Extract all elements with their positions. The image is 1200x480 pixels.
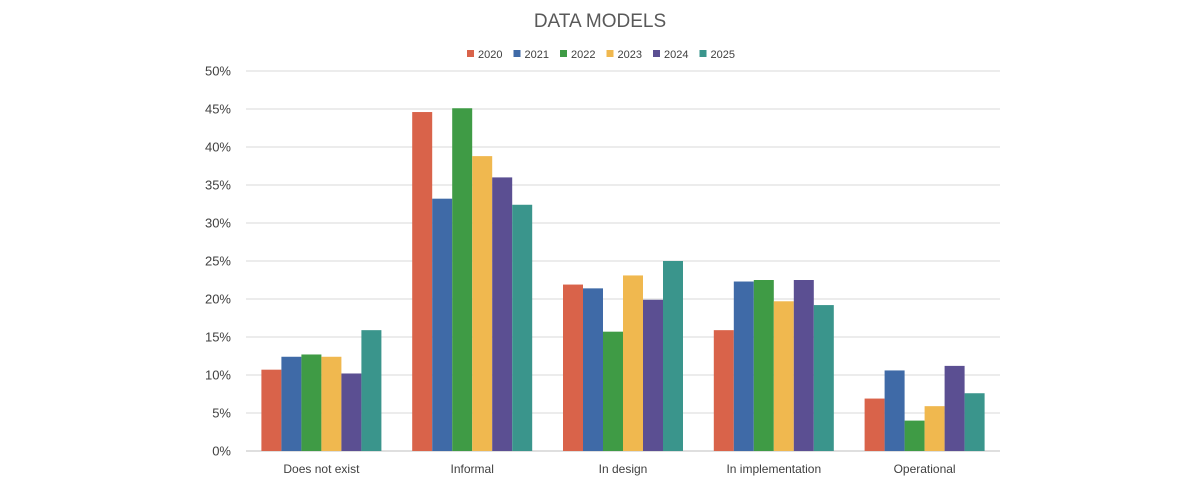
bars — [261, 108, 985, 452]
bar-2023-2 — [472, 156, 493, 451]
y-axis: 0% 5% 10% 15% 20% 25% 30% 35% 40% 45% 50% — [205, 64, 231, 459]
bar-2025-3 — [663, 261, 683, 451]
legend-label-2020: 2020 — [478, 49, 502, 61]
bar-2020-1 — [261, 369, 282, 451]
legend-label-2022: 2022 — [571, 49, 595, 61]
chart-title: DATA MODELS — [534, 11, 666, 32]
legend-swatch-2022 — [560, 50, 567, 57]
legend-swatch-2023 — [606, 50, 614, 57]
legend-label-2021: 2021 — [525, 49, 549, 61]
bar-2023-4 — [773, 301, 794, 451]
y-tick-label: 15% — [205, 330, 231, 345]
bar-2022-2 — [452, 108, 473, 452]
y-tick-label: 0% — [212, 444, 231, 459]
bar-2021-1 — [281, 356, 302, 451]
bar-2021-2 — [432, 198, 453, 451]
y-tick-label: 10% — [205, 368, 231, 383]
legend-swatch-2024 — [653, 50, 660, 57]
y-tick-label: 30% — [205, 216, 231, 231]
y-tick-label: 5% — [212, 406, 231, 421]
bar-2020-2 — [412, 112, 433, 451]
bar-2025-4 — [813, 305, 834, 451]
y-tick-label: 25% — [205, 254, 231, 269]
legend-swatch-2020 — [467, 50, 474, 57]
legend-label-2025: 2025 — [711, 49, 735, 61]
x-tick-label: In implementation — [726, 462, 821, 476]
bar-2023-1 — [321, 356, 342, 451]
legend-swatch-2021 — [513, 50, 521, 57]
bar-2022-4 — [753, 280, 774, 451]
x-tick-label: In design — [599, 462, 648, 476]
legend: 2020 2021 2022 2023 2024 2025 — [467, 49, 735, 61]
legend-label-2023: 2023 — [618, 49, 642, 61]
bar-2025-1 — [361, 330, 382, 451]
legend-label-2024: 2024 — [664, 49, 688, 61]
x-tick-label: Operational — [894, 462, 956, 476]
x-axis: Does not exist Informal In design In implem… — [283, 462, 955, 476]
x-tick-label: Informal — [451, 462, 494, 476]
bar-2023-5 — [924, 406, 945, 451]
bar-2020-3 — [563, 284, 583, 451]
y-tick-label: 50% — [205, 64, 231, 79]
bar-2022-1 — [301, 354, 322, 451]
bar-2022-3 — [603, 331, 623, 451]
bar-2024-3 — [643, 299, 663, 451]
bar-2021-3 — [583, 288, 603, 451]
bar-2024-2 — [492, 177, 513, 451]
bar-2025-5 — [964, 393, 985, 451]
bar-2024-1 — [341, 373, 362, 451]
x-tick-label: Does not exist — [283, 462, 360, 476]
bar-2020-4 — [713, 330, 734, 451]
y-tick-label: 40% — [205, 140, 231, 155]
bar-2024-4 — [793, 280, 814, 451]
bar-2025-2 — [512, 204, 533, 451]
bar-2023-3 — [623, 275, 643, 451]
bar-2021-5 — [884, 370, 905, 451]
bar-2020-5 — [864, 398, 885, 451]
y-tick-label: 45% — [205, 102, 231, 117]
y-tick-label: 20% — [205, 292, 231, 307]
legend-swatch-2025 — [699, 50, 707, 57]
bar-2021-4 — [733, 281, 754, 451]
bar-2022-5 — [904, 420, 925, 451]
bar-2024-5 — [944, 365, 965, 451]
y-tick-label: 35% — [205, 178, 231, 193]
